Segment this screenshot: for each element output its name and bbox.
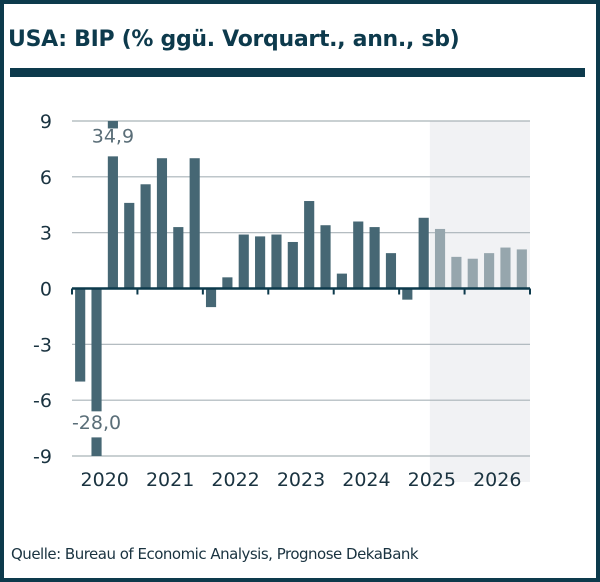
bar [205, 288, 217, 308]
bar [418, 217, 429, 289]
y-tick-label: 0 [40, 279, 52, 301]
x-tick-label: 2022 [211, 469, 259, 491]
bar [91, 288, 102, 412]
bar [385, 253, 397, 289]
bar [124, 202, 135, 289]
forecast-region [429, 121, 530, 482]
chart-title: USA: BIP (% ggü. Vorquart., ann., sb) [8, 27, 460, 52]
bar [173, 227, 184, 289]
bar [336, 273, 347, 289]
bar [287, 241, 298, 289]
bar [238, 234, 249, 289]
bar [304, 201, 315, 289]
x-tick-label: 2025 [408, 469, 456, 491]
bar [402, 288, 413, 300]
bar [369, 227, 380, 289]
bar-break-stub [107, 121, 118, 129]
bar [271, 234, 282, 289]
bar [353, 221, 364, 289]
y-tick-label: 9 [40, 111, 52, 133]
bar [140, 184, 151, 289]
bar [222, 277, 233, 289]
y-tick-label: 3 [40, 223, 52, 245]
bar [467, 258, 478, 289]
title-rule [10, 68, 585, 77]
bar [320, 225, 331, 289]
x-tick-label: 2023 [277, 469, 325, 491]
bar [189, 158, 200, 289]
x-tick-label: 2021 [146, 469, 194, 491]
y-tick-label: -6 [33, 390, 52, 412]
data-label: -28,0 [72, 412, 121, 434]
source-note: Quelle: Bureau of Economic Analysis, Pro… [11, 545, 419, 563]
bar [107, 156, 118, 289]
x-tick-label: 2026 [473, 469, 521, 491]
y-tick-label: -9 [33, 446, 52, 468]
bar [156, 158, 168, 289]
bar [255, 236, 266, 289]
x-tick-label: 2020 [81, 469, 129, 491]
bar [516, 249, 527, 289]
y-tick-label: 6 [40, 167, 52, 189]
bar-break-stub [91, 437, 102, 456]
bar [500, 247, 511, 289]
bar [75, 288, 86, 382]
x-tick-label: 2024 [342, 469, 390, 491]
bar [484, 253, 495, 289]
bar [451, 256, 462, 289]
y-tick-label: -3 [33, 334, 52, 356]
data-label: 34,9 [92, 125, 134, 147]
bar [434, 228, 446, 289]
